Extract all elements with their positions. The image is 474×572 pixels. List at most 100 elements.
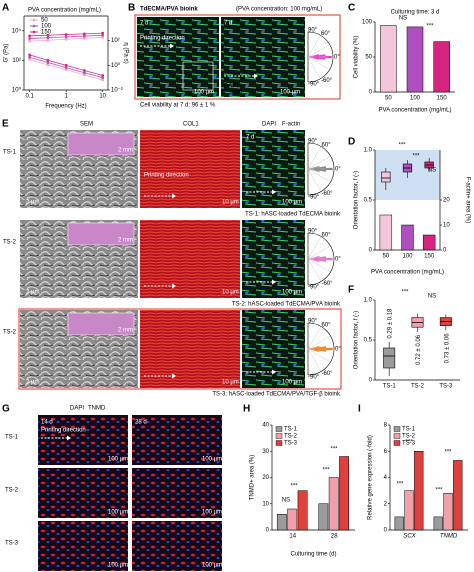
arrow-head: [172, 193, 176, 199]
column-header: COL1: [183, 122, 199, 128]
bar: [328, 477, 339, 531]
label: DAPI: [224, 84, 238, 90]
significance: NS: [282, 498, 290, 504]
panel-label: B: [128, 3, 135, 14]
polar-tick-label: -60°: [321, 78, 333, 84]
x-tick-label: TS-1: [383, 384, 397, 390]
bar: [401, 224, 414, 251]
data-point: [46, 61, 50, 64]
polar-grid: [307, 236, 322, 260]
polar-grid: [307, 326, 322, 350]
polar-wedge: [308, 166, 327, 169]
polar-grid: [307, 348, 322, 372]
micrograph: [132, 415, 222, 465]
y-tick-label: 1.0: [364, 148, 373, 154]
bar: [287, 508, 298, 531]
y-tick-label: 50: [365, 55, 372, 61]
row-label: TS-2: [3, 330, 17, 336]
scale-bar: 100 µm: [282, 200, 302, 206]
bar: [433, 516, 443, 531]
y-tick-label: 8: [384, 423, 388, 429]
significance: ***: [444, 450, 452, 456]
micrograph: [140, 220, 240, 298]
legend-swatch: [393, 426, 401, 432]
polar-tick-label: 60°: [322, 232, 332, 238]
y-tick-label: 0: [369, 378, 373, 384]
bar: [297, 490, 308, 531]
bar: [404, 490, 414, 531]
x-tick-label: TS-2: [411, 384, 425, 390]
panel-label: H: [243, 404, 250, 415]
label: F-actin: [224, 90, 242, 96]
y-tick-label: 10: [262, 501, 269, 507]
arrow-head: [272, 279, 276, 285]
polar-grid: [307, 35, 321, 58]
micrograph: [132, 521, 222, 571]
row-label: TS-2: [5, 488, 19, 494]
y-axis-label: Orientation factor, f (-): [354, 171, 360, 229]
direction-label: Printing direction: [41, 428, 86, 434]
column-header: F-actin: [282, 122, 300, 128]
polar-wedge: [308, 55, 332, 59]
bar: [318, 503, 329, 531]
panel-label: F: [348, 285, 354, 296]
significance: ***: [435, 488, 443, 494]
x-tick-label: 150: [424, 254, 435, 260]
scale-bar: 2 µm: [26, 290, 39, 296]
value-label: 0.72 ± 0.06: [416, 334, 422, 365]
scale-bar: 2 mm: [118, 238, 133, 244]
x-axis-label: PVA concentration (mg/mL): [371, 270, 444, 276]
polar-wedge: [308, 349, 327, 352]
polar-tick-label: 0°: [334, 55, 340, 61]
data-point: [101, 74, 105, 77]
polar-tick-label: -90°: [308, 375, 320, 381]
data-point: [46, 38, 50, 42]
legend-label: TS-1: [402, 427, 416, 433]
label: 28 d: [135, 420, 147, 426]
row-label: TS-1: [3, 150, 17, 156]
y-tick-label: 10²: [12, 58, 21, 64]
scale-bar: 10 µm: [222, 290, 239, 296]
legend-marker: [32, 18, 36, 22]
panel-label: E: [2, 119, 9, 130]
micrograph: [137, 17, 219, 97]
data-point: [83, 34, 86, 38]
y2-tick-label: 10⁰: [111, 62, 121, 69]
micrograph: [242, 220, 305, 298]
x-tick-label: 28: [331, 534, 338, 540]
polar-wedge: [308, 255, 320, 259]
polar-wedge: [308, 165, 320, 169]
legend-label: 100: [41, 24, 52, 30]
polar-grid: [307, 56, 330, 70]
micrograph: [38, 415, 128, 465]
x-tick-label: 1: [64, 94, 68, 100]
panel-label: C: [348, 3, 355, 14]
legend-swatch: [275, 440, 283, 446]
polar-grid: [307, 168, 331, 183]
image-frame: [18, 308, 342, 390]
scale-bar: 100 µm: [280, 90, 300, 96]
legend-label: TS-3: [402, 441, 416, 447]
polar-grid: [307, 245, 331, 260]
polar-wedge: [308, 256, 327, 259]
arrow-head: [67, 435, 71, 441]
legend-label: TS-3: [284, 441, 298, 447]
y-tick-label: 40: [262, 423, 269, 429]
significance: ***: [396, 482, 404, 488]
x-tick-label: TS-3: [439, 384, 453, 390]
polar-tick-label: 90°: [308, 28, 318, 34]
y2-tick-label: 0: [443, 248, 447, 254]
scale-bar: 100 µm: [108, 563, 128, 569]
y-tick-label: 0: [369, 248, 373, 254]
micrograph: [38, 521, 128, 571]
significance: ***: [412, 154, 420, 160]
data-point: [101, 35, 105, 39]
polar-wedge: [308, 259, 327, 262]
significance: NS: [399, 16, 407, 22]
bar: [339, 456, 350, 531]
y-tick-label: 30: [262, 449, 269, 455]
data-point: [101, 76, 105, 80]
x-tick-label: 0.1: [25, 94, 34, 100]
polar-wedge: [308, 346, 327, 349]
y2-tick-label: 10⁻²: [111, 88, 123, 94]
